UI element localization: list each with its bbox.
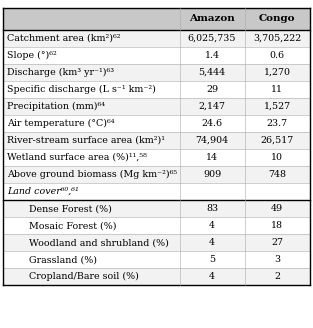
Bar [3, 234, 310, 251]
Bar [3, 183, 310, 200]
Bar [3, 149, 310, 166]
Text: 0.6: 0.6 [270, 51, 285, 60]
Text: 5: 5 [209, 255, 215, 264]
Text: Discharge (km³ yr⁻¹)⁶³: Discharge (km³ yr⁻¹)⁶³ [7, 68, 114, 77]
Bar [3, 251, 310, 268]
Text: 909: 909 [203, 170, 221, 179]
Text: Wetland surface area (%)¹¹,⁵⁸: Wetland surface area (%)¹¹,⁵⁸ [7, 153, 147, 162]
Text: 4: 4 [209, 272, 215, 281]
Text: 748: 748 [268, 170, 286, 179]
Bar [3, 30, 310, 47]
Bar [3, 217, 310, 234]
Bar [3, 81, 310, 98]
Text: Amazon: Amazon [189, 14, 235, 23]
Text: 23.7: 23.7 [267, 119, 288, 128]
Bar [3, 268, 310, 285]
Text: 29: 29 [206, 85, 218, 94]
Bar [3, 200, 310, 217]
Text: Specific discharge (L s⁻¹ km⁻²): Specific discharge (L s⁻¹ km⁻²) [7, 85, 156, 94]
Bar [3, 132, 310, 149]
Text: Cropland/Bare soil (%): Cropland/Bare soil (%) [29, 272, 139, 281]
Text: 2,147: 2,147 [198, 102, 226, 111]
Text: 27: 27 [271, 238, 283, 247]
Text: 3,705,222: 3,705,222 [253, 33, 301, 43]
Text: 26,517: 26,517 [261, 136, 294, 145]
Text: 2: 2 [274, 272, 280, 281]
Bar [3, 47, 310, 64]
Text: Mosaic Forest (%): Mosaic Forest (%) [29, 221, 116, 230]
Text: 5,444: 5,444 [198, 68, 226, 77]
Bar [3, 8, 310, 30]
Bar [3, 166, 310, 183]
Text: 14: 14 [206, 153, 218, 162]
Text: 74,904: 74,904 [196, 136, 229, 145]
Text: Catchment area (km²)⁶²: Catchment area (km²)⁶² [7, 33, 121, 43]
Text: 1,270: 1,270 [264, 68, 291, 77]
Text: Dense Forest (%): Dense Forest (%) [29, 204, 112, 213]
Text: 4: 4 [209, 238, 215, 247]
Text: Above ground biomass (Mg km⁻²)⁶⁵: Above ground biomass (Mg km⁻²)⁶⁵ [7, 170, 177, 179]
Text: 1.4: 1.4 [205, 51, 220, 60]
Text: 18: 18 [271, 221, 283, 230]
Text: 1,527: 1,527 [264, 102, 291, 111]
Text: Grassland (%): Grassland (%) [29, 255, 97, 264]
Text: Congo: Congo [259, 14, 295, 23]
Bar [3, 64, 310, 81]
Text: 3: 3 [274, 255, 280, 264]
Text: Woodland and shrubland (%): Woodland and shrubland (%) [29, 238, 169, 247]
Text: 10: 10 [271, 153, 283, 162]
Text: Air temperature (°C)⁶⁴: Air temperature (°C)⁶⁴ [7, 119, 114, 128]
Text: Land cover⁶⁰,⁶¹: Land cover⁶⁰,⁶¹ [7, 187, 79, 196]
Text: 4: 4 [209, 221, 215, 230]
Text: 49: 49 [271, 204, 283, 213]
Text: 83: 83 [206, 204, 218, 213]
Text: 24.6: 24.6 [202, 119, 223, 128]
Text: 6,025,735: 6,025,735 [188, 33, 236, 43]
Text: Precipitation (mm)⁶⁴: Precipitation (mm)⁶⁴ [7, 102, 105, 111]
Text: Slope (°)⁶²: Slope (°)⁶² [7, 51, 57, 60]
Bar [3, 115, 310, 132]
Bar [3, 98, 310, 115]
Text: 11: 11 [271, 85, 283, 94]
Text: River-stream surface area (km²)¹: River-stream surface area (km²)¹ [7, 136, 165, 145]
